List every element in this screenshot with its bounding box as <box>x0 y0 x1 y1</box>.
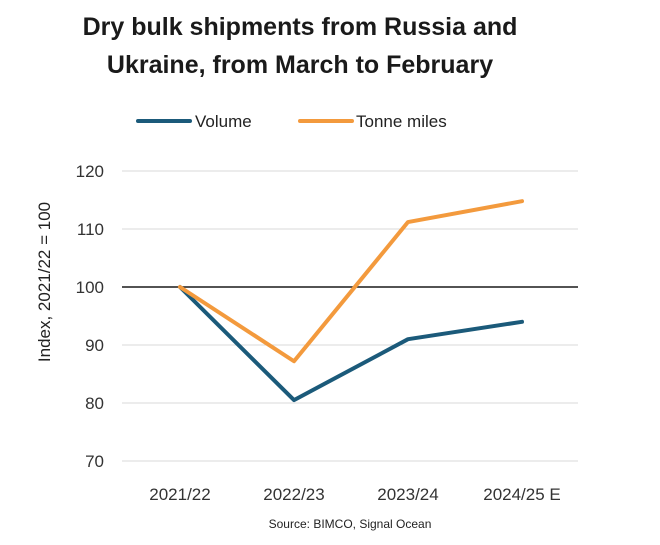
y-axis-title: Index, 2021/22 = 100 <box>35 202 54 362</box>
series-line-tonne-miles <box>178 199 524 364</box>
legend-label-0: Volume <box>195 112 252 131</box>
legend: Volume Tonne miles <box>136 112 447 131</box>
gridlines <box>122 170 578 462</box>
series-lines <box>178 199 524 403</box>
y-axis-ticks: 70 80 90 100 110 120 <box>76 162 104 471</box>
x-tick-label-1: 2022/23 <box>263 485 324 504</box>
chart-title-line-2: Ukraine, from March to February <box>106 51 494 79</box>
y-tick-label-120: 120 <box>76 162 104 181</box>
x-tick-label-0: 2021/22 <box>149 485 210 504</box>
y-tick-label-70: 70 <box>85 452 104 471</box>
chart-title-line-1: Dry bulk shipments from Russia and <box>82 13 518 41</box>
y-tick-label-100: 100 <box>76 278 104 297</box>
y-tick-label-110: 110 <box>77 220 104 239</box>
x-tick-label-2: 2023/24 <box>377 485 438 504</box>
y-tick-label-80: 80 <box>85 394 104 413</box>
series-line-volume <box>178 285 524 403</box>
source-note: Source: BIMCO, Signal Ocean <box>269 517 432 531</box>
chart-title: Dry bulk shipments from Russia and Ukrai… <box>0 8 600 84</box>
y-tick-label-90: 90 <box>85 336 104 355</box>
x-axis-ticks: 2021/22 2022/23 2023/24 2024/25 E <box>149 485 560 504</box>
legend-label-1: Tonne miles <box>356 112 447 131</box>
x-tick-label-3: 2024/25 E <box>483 485 561 504</box>
